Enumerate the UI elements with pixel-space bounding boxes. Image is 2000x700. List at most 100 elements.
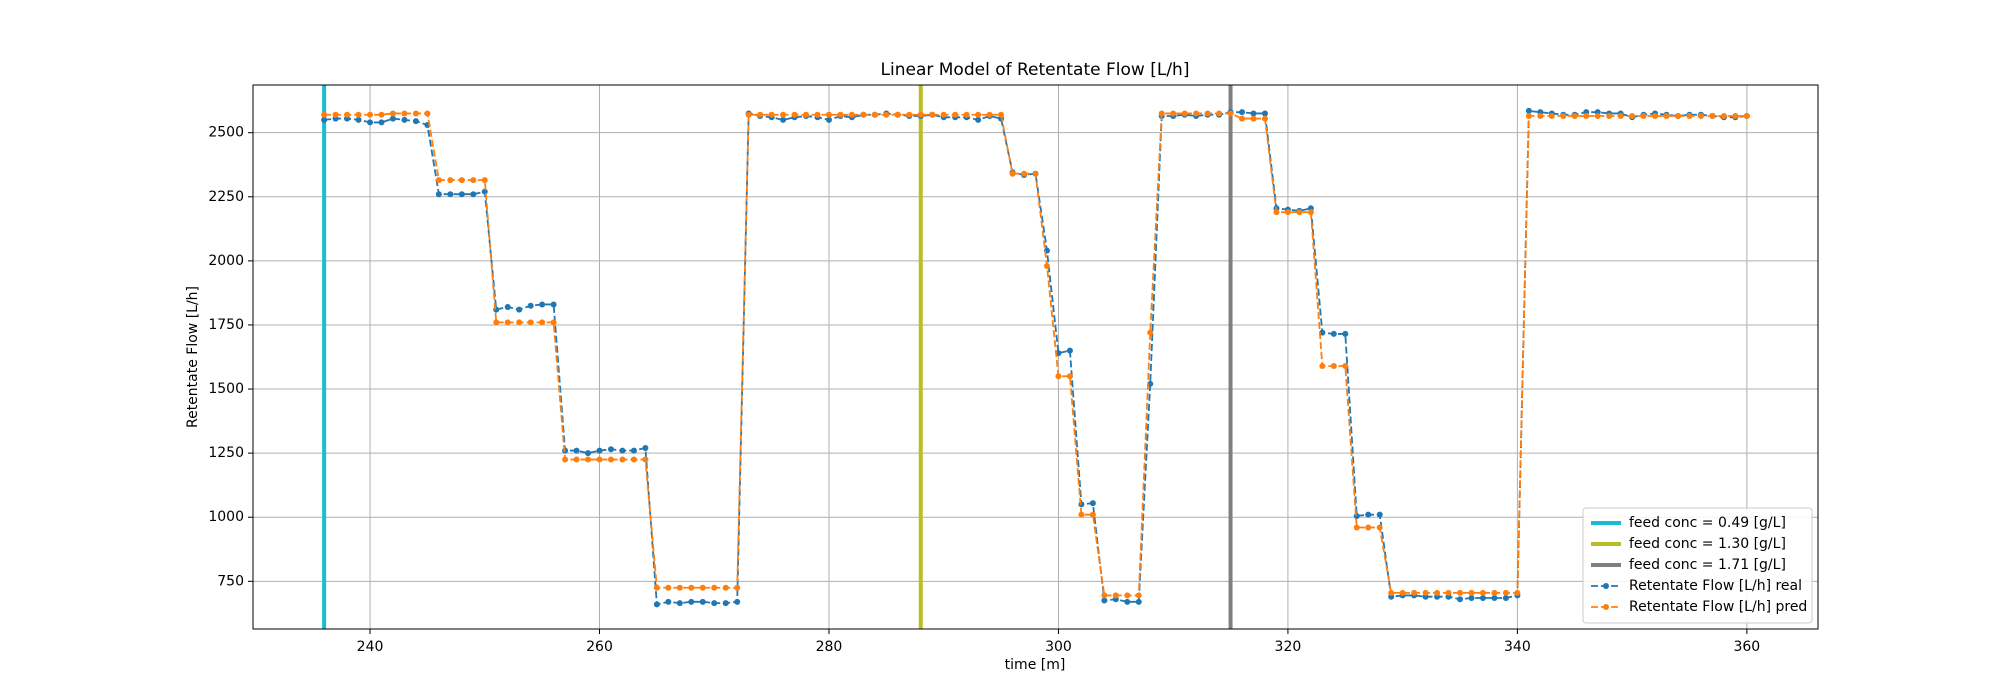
data-point <box>367 119 374 126</box>
data-point <box>355 111 362 118</box>
data-point <box>745 111 752 118</box>
data-point <box>653 601 660 608</box>
data-point <box>516 306 523 313</box>
x-tick-label: 280 <box>816 639 843 655</box>
y-tick-label: 750 <box>217 573 244 589</box>
data-point <box>929 111 936 118</box>
data-point <box>573 447 580 454</box>
data-point <box>447 177 454 184</box>
y-tick-label: 2000 <box>208 253 244 269</box>
data-point <box>1124 592 1131 599</box>
data-point <box>1479 594 1486 601</box>
data-point <box>1468 594 1475 601</box>
data-point <box>389 115 396 122</box>
data-point <box>1686 113 1693 120</box>
data-point <box>780 116 787 123</box>
data-point <box>447 191 454 198</box>
legend: feed conc = 0.49 [g/L] feed conc = 1.30 [… <box>1582 507 1813 624</box>
data-point <box>1502 594 1509 601</box>
data-point <box>1399 589 1406 596</box>
data-point <box>1089 500 1096 507</box>
data-point <box>906 111 913 118</box>
data-point <box>1135 598 1142 605</box>
data-point <box>1319 362 1326 369</box>
data-point <box>814 111 821 118</box>
data-point <box>1193 110 1200 117</box>
data-point <box>1330 362 1337 369</box>
data-point <box>711 584 718 591</box>
data-point <box>619 456 626 463</box>
data-point <box>596 447 603 454</box>
data-point <box>1296 209 1303 216</box>
data-point <box>860 111 867 118</box>
data-point <box>1743 113 1750 120</box>
data-point <box>1181 110 1188 117</box>
data-point <box>1078 511 1085 518</box>
data-point <box>1112 592 1119 599</box>
data-point <box>470 191 477 198</box>
data-point <box>550 319 557 326</box>
data-point <box>458 177 465 184</box>
data-point <box>1571 113 1578 120</box>
data-point <box>1594 113 1601 120</box>
data-point <box>412 110 419 117</box>
data-point <box>676 584 683 591</box>
data-point <box>1537 113 1544 120</box>
data-point <box>630 447 637 454</box>
data-point <box>527 302 534 309</box>
data-point <box>470 177 477 184</box>
data-point <box>1525 107 1532 114</box>
data-point <box>1434 589 1441 596</box>
data-point <box>1353 524 1360 531</box>
chart-title: Linear Model of Retentate Flow [L/h] <box>881 60 1190 80</box>
y-axis-label: Retentate Flow [L/h] <box>185 286 201 428</box>
data-point <box>986 111 993 118</box>
data-point <box>550 301 557 308</box>
data-point <box>1560 113 1567 120</box>
data-point <box>1353 512 1360 519</box>
data-point <box>1284 209 1291 216</box>
data-point <box>1227 110 1234 117</box>
data-point <box>917 111 924 118</box>
x-tick-label: 320 <box>1275 639 1302 655</box>
data-point <box>1720 113 1727 120</box>
data-point <box>837 111 844 118</box>
data-point <box>1514 589 1521 596</box>
legend-label: feed conc = 0.49 [g/L] <box>1629 515 1786 531</box>
data-point <box>1043 262 1050 269</box>
data-point <box>642 456 649 463</box>
data-point <box>1652 113 1659 120</box>
data-point <box>1491 589 1498 596</box>
data-point <box>1411 589 1418 596</box>
data-point <box>1204 110 1211 117</box>
data-point <box>1640 113 1647 120</box>
data-point <box>1457 589 1464 596</box>
data-point <box>1376 511 1383 518</box>
data-point <box>1239 109 1246 116</box>
data-point <box>585 456 592 463</box>
legend-marker <box>1603 604 1609 610</box>
legend-label: Retentate Flow [L/h] real <box>1629 578 1802 594</box>
x-tick-label: 340 <box>1504 639 1531 655</box>
data-point <box>1135 592 1142 599</box>
data-point <box>412 118 419 125</box>
data-point <box>825 111 832 118</box>
data-point <box>963 111 970 118</box>
data-point <box>722 600 729 607</box>
data-point <box>848 111 855 118</box>
data-point <box>665 598 672 605</box>
data-point <box>516 319 523 326</box>
series-line <box>324 109 1747 606</box>
data-point <box>1709 113 1716 120</box>
data-point <box>401 110 408 117</box>
data-point <box>757 111 764 118</box>
x-tick-label: 360 <box>1733 639 1760 655</box>
data-point <box>871 111 878 118</box>
data-point <box>481 177 488 184</box>
data-point <box>1239 115 1246 122</box>
data-point <box>642 445 649 452</box>
data-point <box>722 584 729 591</box>
data-point <box>344 111 351 118</box>
data-point <box>653 584 660 591</box>
x-axis-label: time [m] <box>1005 657 1066 673</box>
